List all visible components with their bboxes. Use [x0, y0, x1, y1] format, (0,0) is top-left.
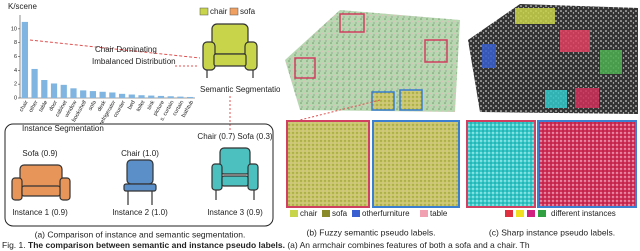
x-tick-label: chair: [19, 100, 30, 113]
y-tick-label: 8: [14, 40, 17, 46]
instance-score: Sofa (0.9): [22, 149, 57, 158]
bar: [50, 83, 58, 98]
bar: [138, 95, 145, 98]
legend-swatch: [290, 210, 298, 217]
annotation: Chair Dominating: [95, 45, 157, 54]
legend-swatch: [199, 7, 209, 16]
box: [294, 57, 316, 79]
legend-label: chair: [300, 209, 318, 218]
bar: [118, 93, 126, 98]
instance-box: [575, 88, 599, 108]
instance-name: Instance 1 (0.9): [12, 208, 68, 217]
chair-icon: [123, 159, 157, 205]
figure-caption: Fig. 1. The comparison between semantic …: [2, 240, 530, 250]
instance-score: Chair (0.7) Sofa (0.3): [197, 132, 272, 141]
bar: [70, 88, 77, 98]
point-cloud: [468, 4, 638, 114]
bar: [41, 80, 48, 98]
bar: [60, 84, 67, 98]
caption: (c) Sharp instance pseudo labels.: [489, 227, 615, 237]
legend-swatch: [352, 210, 360, 217]
instance-box: [482, 44, 496, 68]
bar: [21, 21, 28, 99]
instance-box: [4, 123, 274, 227]
legend-swatch: [527, 210, 535, 217]
y-tick-label: 2: [14, 82, 17, 88]
y-tick-label: 10: [11, 26, 17, 32]
zoom-line: [299, 99, 381, 121]
bar: [177, 96, 184, 98]
bar: [99, 91, 106, 98]
x-tick-label: door: [48, 100, 59, 113]
box: [424, 39, 448, 63]
y-tick-label: 6: [14, 54, 17, 60]
sofa-icon: [11, 164, 71, 201]
x-tick-label: bed: [127, 100, 137, 111]
legend-swatch: [420, 210, 428, 217]
caption: (b) Fuzzy semantic pseudo labels.: [307, 227, 436, 237]
x-tick-label: sofa: [88, 99, 99, 112]
x-tick-label: table: [38, 100, 49, 113]
caption-title: The comparison between semantic and inst…: [28, 240, 285, 250]
legend-swatch: [516, 210, 524, 217]
zoom-view: [537, 120, 637, 208]
bar: [167, 96, 174, 98]
instance-box: [545, 90, 567, 108]
instance-box: [600, 50, 622, 74]
legend-label: table: [430, 209, 448, 218]
y-axis-label: K/scene: [8, 2, 37, 11]
bar: [109, 92, 116, 98]
legend-swatch: [505, 210, 513, 217]
legend-swatch: [322, 210, 330, 217]
x-tick-label: other: [28, 100, 40, 114]
instance-title: Instance Segmentation: [22, 124, 104, 133]
caption-label: Fig. 1.: [2, 240, 26, 250]
legend-label: different instances: [551, 209, 616, 218]
legend-label: chair: [210, 7, 228, 16]
legend-label: otherfurniture: [362, 209, 410, 218]
zoom-view: [286, 120, 370, 208]
y-tick-label: 0: [14, 95, 17, 101]
annotation-line: [29, 39, 201, 59]
armchair-icon: [211, 147, 259, 200]
box: [339, 13, 365, 33]
legend-label: sofa: [240, 7, 256, 16]
instance-score: Chair (1.0): [121, 149, 159, 158]
bar: [187, 96, 194, 98]
armchair-icon: [202, 23, 258, 78]
zoom-view: [372, 120, 460, 208]
instance-box: [560, 30, 590, 52]
instance-name: Instance 2 (1.0): [112, 208, 168, 217]
legend-swatch: [538, 210, 546, 217]
bar: [31, 68, 38, 98]
zoom-view: [466, 120, 536, 208]
instance-box: [515, 8, 555, 24]
box: [371, 91, 395, 111]
y-tick-label: 4: [14, 68, 17, 74]
bar: [148, 95, 155, 98]
bar: [128, 94, 135, 98]
legend-swatch: [229, 7, 239, 16]
annotation: Imbalanced Distribution: [92, 57, 176, 66]
x-tick-label: sink: [146, 100, 156, 112]
bar: [80, 90, 87, 98]
bar: [89, 91, 97, 98]
box: [399, 89, 423, 111]
legend-label: sofa: [332, 209, 348, 218]
bar: [157, 95, 165, 98]
semantic-title: Semantic Segmentation: [200, 85, 285, 94]
caption: (a) Comparison of instance and semantic …: [35, 229, 246, 239]
x-tick-label: toilet: [136, 99, 147, 112]
caption-text: (a) An armchair combines features of bot…: [287, 240, 529, 250]
x-tick-label: desk: [97, 100, 108, 113]
point-cloud: [285, 10, 460, 112]
instance-name: Instance 3 (0.9): [207, 208, 263, 217]
